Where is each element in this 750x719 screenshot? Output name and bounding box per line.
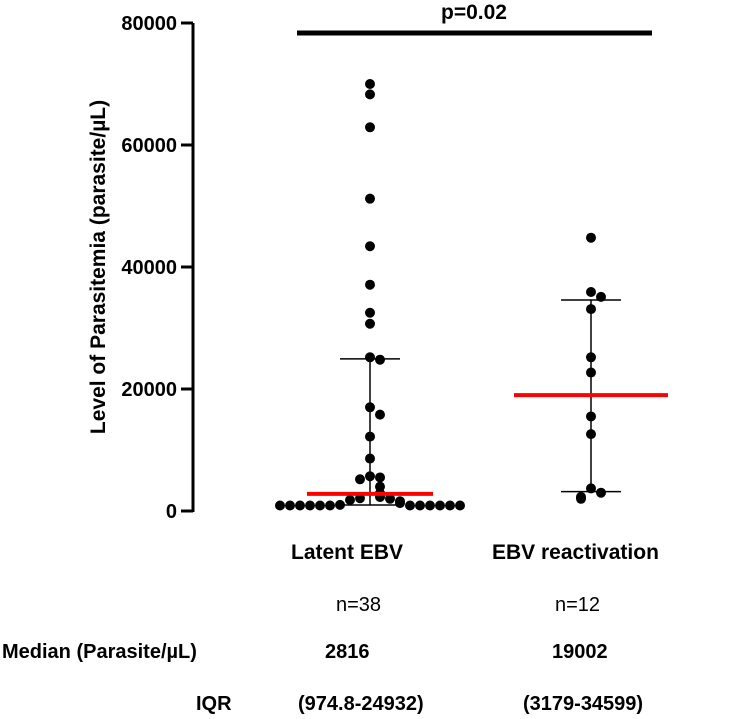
data-point — [365, 193, 375, 204]
data-point — [275, 500, 285, 511]
data-point — [365, 402, 375, 413]
data-point — [365, 241, 375, 252]
data-point — [415, 500, 425, 511]
data-point — [586, 429, 596, 440]
data-point — [355, 474, 365, 485]
data-point — [596, 291, 606, 302]
y-tick-label: 0 — [166, 501, 177, 523]
n-count-reactivation: n=12 — [555, 594, 601, 616]
y-tick-label: 80000 — [121, 13, 177, 35]
data-point — [455, 500, 465, 511]
data-point — [395, 498, 405, 509]
data-point — [335, 499, 345, 510]
y-tick-labels: 0 20000 40000 60000 80000 — [121, 13, 177, 523]
x-category-ebv-reactivation: EBV reactivation — [492, 541, 659, 564]
data-point — [365, 453, 375, 464]
data-point — [375, 354, 385, 365]
median-value-reactivation: 19002 — [552, 641, 608, 663]
p-value-label: p=0.02 — [441, 1, 507, 24]
data-point — [375, 409, 385, 420]
data-point — [365, 431, 375, 442]
data-point — [365, 318, 375, 329]
y-axis-label: Level of Parasitemia (parasite/µL) — [87, 100, 110, 434]
data-point — [325, 500, 335, 511]
iqr-value-latent: (974.8-24932) — [298, 693, 424, 715]
x-category-latent-ebv: Latent EBV — [291, 541, 404, 564]
iqr-row-label: IQR — [196, 693, 232, 715]
data-point — [315, 500, 325, 511]
data-point — [365, 471, 375, 482]
data-point — [586, 287, 596, 298]
data-point — [295, 500, 305, 511]
data-point — [365, 352, 375, 363]
data-point — [586, 352, 596, 363]
data-point — [285, 500, 295, 511]
median-value-latent: 2816 — [325, 641, 370, 663]
data-point — [445, 500, 455, 511]
data-point — [385, 493, 395, 504]
data-point — [365, 307, 375, 318]
data-point — [365, 79, 375, 89]
data-point — [345, 495, 355, 506]
data-point — [586, 304, 596, 315]
data-point — [586, 483, 596, 494]
data-point — [365, 279, 375, 290]
data-point — [596, 487, 606, 498]
iqr-value-reactivation: (3179-34599) — [523, 693, 644, 715]
data-point — [375, 472, 385, 483]
median-lines — [307, 393, 668, 496]
y-axis — [181, 21, 195, 513]
data-point — [435, 500, 445, 511]
data-point — [425, 500, 435, 511]
data-point — [405, 500, 415, 511]
data-point — [586, 232, 596, 243]
n-count-latent: n=38 — [336, 594, 382, 616]
data-point — [365, 89, 375, 100]
median-row-label: Median (Parasite/µL) — [2, 641, 197, 663]
data-points — [275, 79, 606, 511]
y-tick-label: 40000 — [121, 257, 177, 279]
data-point — [586, 367, 596, 378]
y-tick-label: 60000 — [121, 135, 177, 157]
y-tick-label: 20000 — [121, 379, 177, 401]
data-point — [586, 411, 596, 422]
data-point — [576, 493, 586, 504]
data-point — [365, 122, 375, 133]
data-point — [305, 500, 315, 511]
